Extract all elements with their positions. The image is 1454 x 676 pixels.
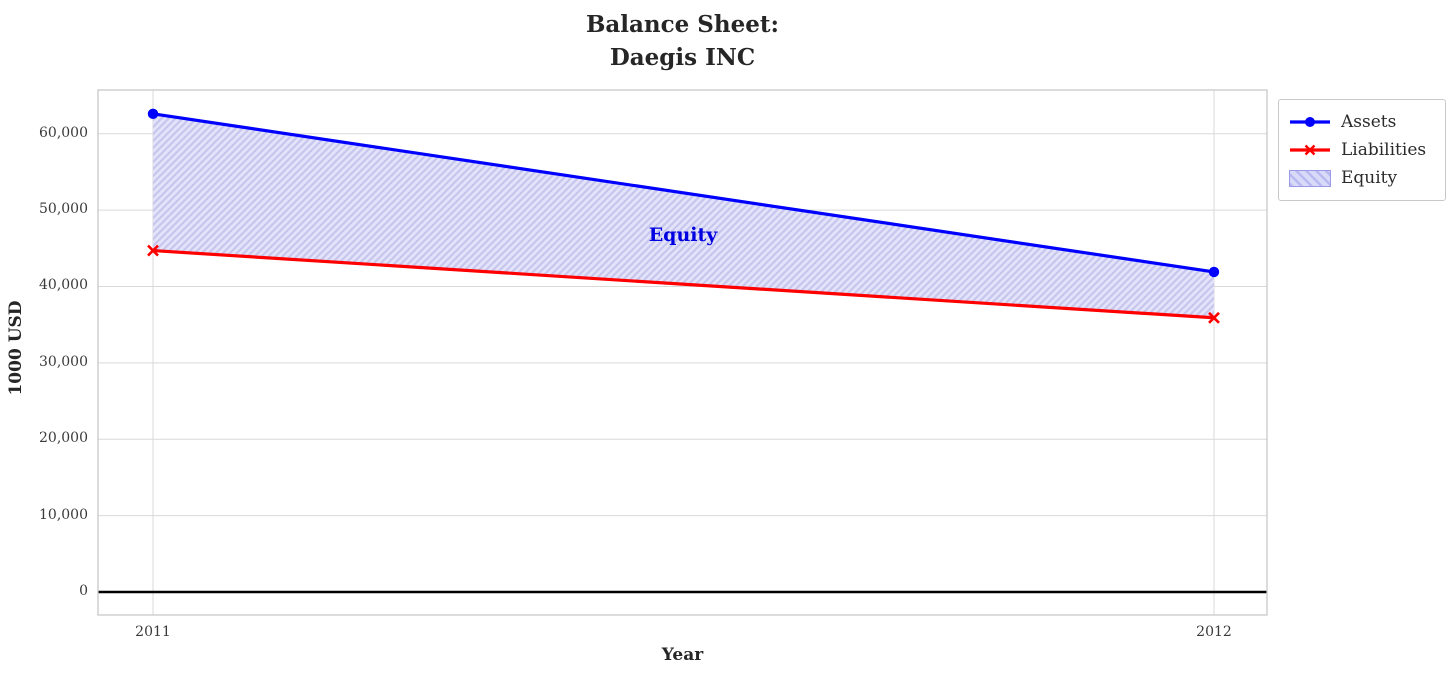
x-axis-label: Year — [661, 645, 704, 665]
equity-band — [153, 113, 1214, 318]
legend-item-assets: Assets — [1289, 108, 1435, 136]
assets-line-icon — [1289, 115, 1331, 129]
assets-marker — [147, 108, 159, 120]
chart-title: Balance Sheet: Daegis INC — [585, 11, 780, 72]
assets-marker — [1208, 266, 1220, 278]
equity-swatch-icon — [1289, 169, 1331, 187]
equity-band-annotation: Equity — [648, 224, 718, 246]
legend-label-liabilities: Liabilities — [1341, 140, 1427, 160]
x-tick-label: 2011 — [135, 624, 171, 640]
assets-line — [152, 112, 1215, 274]
liabilities-line — [152, 248, 1215, 320]
y-tick-label: 20,000 — [39, 430, 88, 447]
legend: Assets Liabilities Equity — [1278, 99, 1446, 201]
y-tick-label: 10,000 — [39, 506, 88, 523]
y-tick-label: 0 — [79, 583, 88, 599]
liabilities-marker — [147, 244, 159, 257]
y-tick-label: 40,000 — [39, 277, 88, 294]
legend-label-assets: Assets — [1341, 112, 1397, 132]
liabilities-marker — [1208, 311, 1220, 324]
x-tick-label: 2012 — [1196, 624, 1232, 640]
legend-item-equity: Equity — [1289, 164, 1435, 192]
y-axis-label: 1000 USD — [6, 300, 26, 396]
legend-label-equity: Equity — [1341, 168, 1398, 188]
y-tick-label: 50,000 — [39, 201, 88, 218]
plot-frame — [97, 89, 1268, 616]
liabilities-line-icon — [1289, 143, 1331, 157]
y-tick-label: 30,000 — [39, 353, 88, 370]
y-tick-label: 60,000 — [39, 124, 88, 141]
legend-item-liabilities: Liabilities — [1289, 136, 1435, 164]
